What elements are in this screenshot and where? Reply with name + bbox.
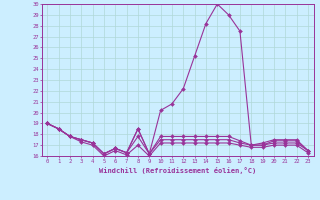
X-axis label: Windchill (Refroidissement éolien,°C): Windchill (Refroidissement éolien,°C) [99,167,256,174]
